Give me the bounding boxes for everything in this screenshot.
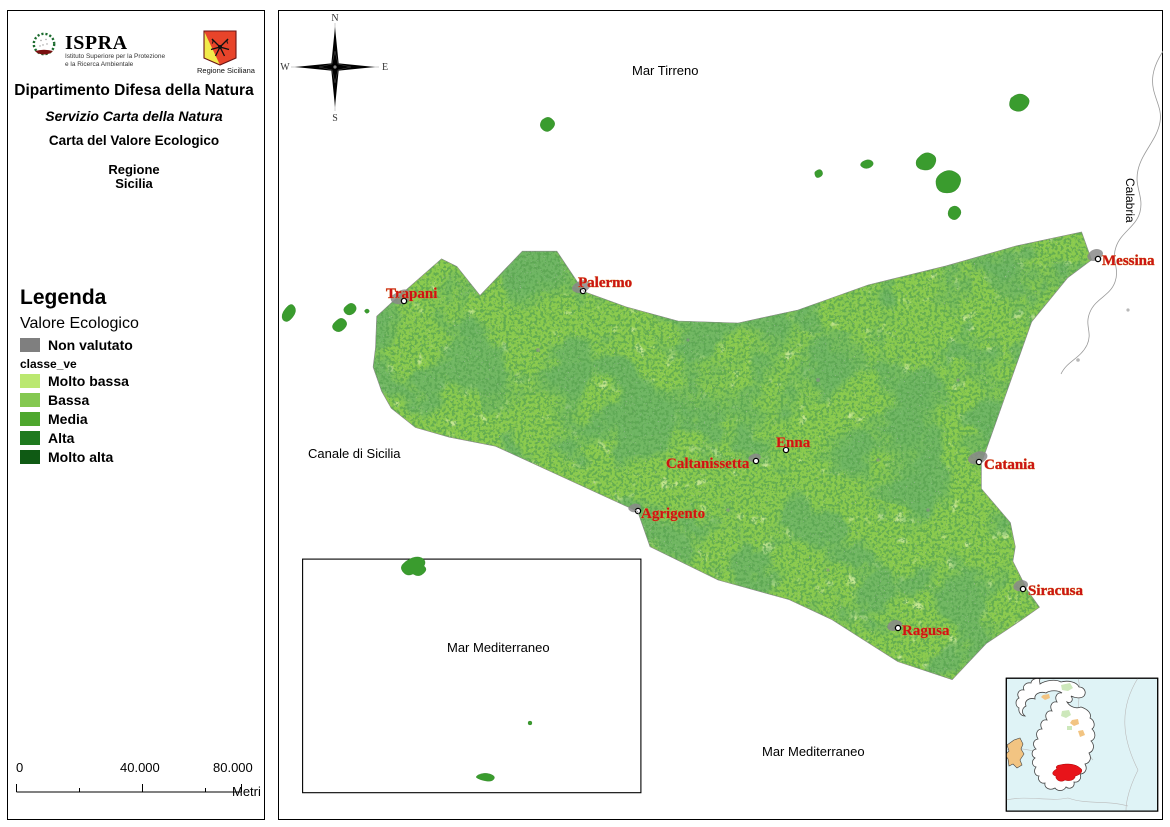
- svg-text:Ragusa: Ragusa: [902, 623, 950, 639]
- svg-text:Siracusa: Siracusa: [1028, 583, 1084, 599]
- svg-text:W: W: [280, 62, 290, 73]
- svg-text:Enna: Enna: [776, 435, 811, 451]
- svg-text:Trapani: Trapani: [386, 286, 437, 302]
- svg-text:Catania: Catania: [984, 457, 1035, 473]
- svg-text:Palermo: Palermo: [578, 275, 632, 291]
- svg-text:Caltanissetta: Caltanissetta: [666, 456, 750, 472]
- svg-text:Agrigento: Agrigento: [641, 506, 705, 522]
- svg-text:Mar Tirreno: Mar Tirreno: [632, 63, 698, 78]
- svg-text:Calabria: Calabria: [1123, 178, 1137, 223]
- svg-text:E: E: [382, 62, 388, 73]
- svg-text:Mar Mediterraneo: Mar Mediterraneo: [762, 744, 865, 759]
- svg-text:Messina: Messina: [1102, 253, 1155, 269]
- svg-text:S: S: [332, 113, 338, 124]
- svg-text:N: N: [331, 13, 338, 24]
- svg-text:Canale di Sicilia: Canale di Sicilia: [308, 446, 401, 461]
- svg-text:Mar Mediterraneo: Mar Mediterraneo: [447, 640, 550, 655]
